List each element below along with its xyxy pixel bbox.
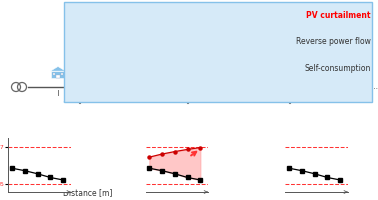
- Bar: [183, 75, 186, 77]
- Polygon shape: [64, 66, 80, 71]
- Bar: [198, 75, 201, 77]
- Bar: [65, 71, 79, 77]
- Bar: [277, 73, 279, 75]
- Bar: [165, 73, 167, 75]
- Bar: [291, 71, 305, 77]
- Y-axis label: Power [kW]: Power [kW]: [69, 32, 78, 76]
- Bar: [165, 65, 175, 68]
- Bar: [81, 71, 95, 77]
- Bar: [296, 75, 299, 77]
- Bar: [285, 73, 287, 75]
- Bar: [195, 73, 197, 75]
- Polygon shape: [192, 66, 208, 71]
- Bar: [203, 73, 205, 75]
- Bar: [293, 73, 295, 75]
- Bar: [83, 73, 85, 75]
- Bar: [301, 73, 303, 75]
- Text: PV curtailment: PV curtailment: [306, 11, 370, 21]
- Text: Self-consumption: Self-consumption: [304, 64, 370, 73]
- Polygon shape: [274, 66, 290, 71]
- Text: ....: ....: [369, 84, 378, 90]
- Bar: [173, 73, 175, 75]
- Bar: [163, 71, 177, 77]
- Bar: [180, 73, 182, 75]
- Bar: [187, 73, 190, 75]
- Bar: [87, 75, 90, 77]
- Text: Distance [m]: Distance [m]: [63, 188, 113, 197]
- Bar: [195, 65, 205, 68]
- Bar: [275, 71, 289, 77]
- Bar: [271, 73, 273, 75]
- Bar: [280, 75, 284, 77]
- Bar: [263, 73, 265, 75]
- Polygon shape: [260, 66, 276, 71]
- Bar: [193, 71, 207, 77]
- Bar: [266, 75, 270, 77]
- X-axis label: Time [h]: Time [h]: [150, 93, 182, 102]
- Bar: [60, 73, 63, 75]
- Bar: [67, 73, 69, 75]
- Polygon shape: [177, 66, 193, 71]
- Polygon shape: [80, 66, 96, 71]
- Bar: [261, 71, 275, 77]
- Polygon shape: [162, 66, 178, 71]
- Polygon shape: [50, 66, 66, 71]
- Bar: [70, 75, 74, 77]
- Bar: [180, 65, 190, 68]
- Bar: [53, 73, 55, 75]
- Text: Reverse power flow: Reverse power flow: [296, 38, 370, 46]
- Bar: [169, 75, 172, 77]
- Text: Load: Load: [93, 34, 112, 43]
- Bar: [51, 71, 65, 77]
- Bar: [56, 75, 60, 77]
- Polygon shape: [290, 66, 306, 71]
- Bar: [91, 73, 93, 75]
- Bar: [178, 71, 192, 77]
- Bar: [75, 73, 77, 75]
